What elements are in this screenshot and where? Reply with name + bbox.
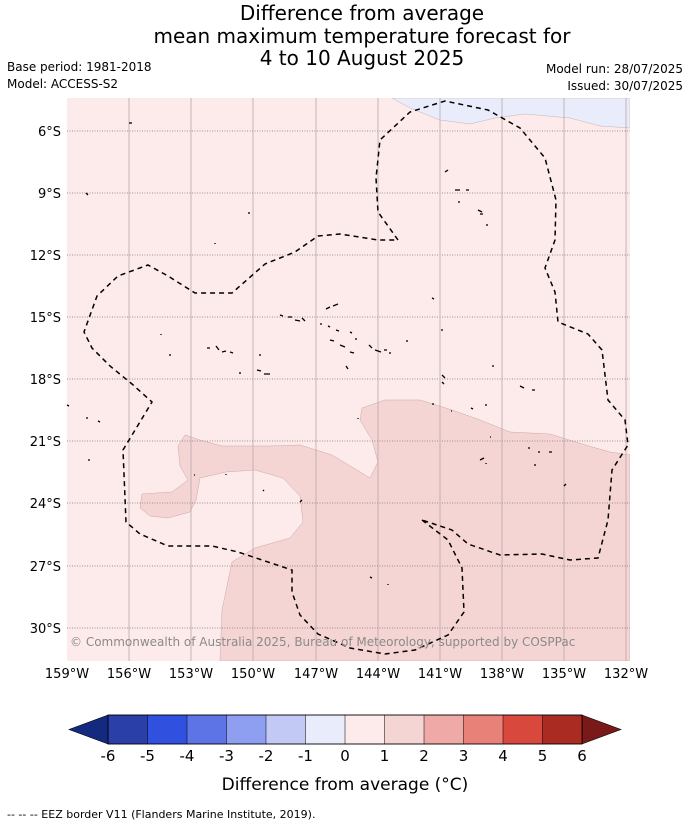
colorbar-swatch — [305, 714, 346, 745]
meta-left: Base period: 1981-2018 Model: ACCESS-S2 — [7, 59, 152, 93]
colorbar-tick-label: 1 — [380, 747, 390, 765]
colorbar-tick-label: -4 — [180, 747, 195, 765]
colorbar-title: Difference from average (°C) — [222, 775, 469, 795]
colorbar-swatch — [265, 714, 307, 745]
latitude-axis: 6°S 9°S 12°S 15°S 18°S 21°S 24°S 27°S 30… — [30, 125, 61, 637]
model-run: Model run: 28/07/2025 — [545, 62, 683, 76]
colorbar-under-arrow — [68, 714, 109, 745]
colorbar-tick-label: -6 — [101, 747, 116, 765]
lat-label: 21°S — [30, 435, 61, 450]
lon-label: 135°W — [542, 667, 586, 682]
lat-label: 9°S — [38, 187, 61, 202]
lon-label: 147°W — [294, 667, 338, 682]
meta-right: Model run: 28/07/2025 Issued: 30/07/2025 — [546, 61, 683, 95]
map-title: Difference from average mean maximum tem… — [0, 2, 690, 70]
colorbar-swatch — [107, 714, 149, 745]
colorbar-tick-label: 5 — [538, 747, 548, 765]
colorbar-swatch — [186, 714, 228, 745]
colorbar-tick-label: 4 — [498, 747, 508, 765]
colorbar-tick-label: 0 — [340, 747, 350, 765]
colorbar: -6 -5 -4 -3 -2 -1 0 1 2 3 4 5 6 Difference from aver… — [68, 714, 622, 795]
title-line-1: Difference from average — [239, 1, 485, 25]
lon-label: 138°W — [480, 667, 524, 682]
anomaly-minus1-to-0-region — [391, 98, 630, 129]
eez-footnote: -- -- -- EEZ border V11 (Flanders Marine… — [7, 808, 316, 821]
colorbar-swatch — [147, 714, 188, 745]
colorbar-tick-label: 2 — [419, 747, 429, 765]
colorbar-tick-label: -3 — [219, 747, 234, 765]
lat-label: 27°S — [30, 560, 61, 575]
copyright-notice: © Commonwealth of Australia 2025, Bureau… — [70, 635, 575, 649]
lon-label: 159°W — [45, 667, 89, 682]
lat-label: 18°S — [30, 373, 61, 388]
colorbar-swatch — [502, 714, 544, 745]
colorbar-tick-label: 6 — [577, 747, 587, 765]
lon-label: 144°W — [356, 667, 400, 682]
colorbar-outline — [107, 714, 583, 745]
lat-label: 12°S — [30, 249, 61, 264]
lat-label: 30°S — [30, 622, 61, 637]
lat-label: 6°S — [38, 125, 61, 140]
lat-label: 24°S — [30, 497, 61, 512]
lon-label: 141°W — [418, 667, 462, 682]
lon-label: 132°W — [604, 667, 648, 682]
issued-date: Issued: 30/07/2025 — [567, 79, 683, 93]
title-line-3: 4 to 10 August 2025 — [259, 46, 465, 70]
base-period: Base period: 1981-2018 — [7, 60, 152, 74]
island-markers — [66, 122, 567, 585]
lon-label: 153°W — [169, 667, 213, 682]
colorbar-swatch — [463, 714, 504, 745]
lon-gridlines — [128, 98, 627, 661]
lon-label: 156°W — [107, 667, 151, 682]
lon-label: 150°W — [231, 667, 275, 682]
colorbar-swatch — [344, 714, 386, 745]
eez-border-line — [83, 100, 629, 655]
colorbar-tick-label: 3 — [459, 747, 469, 765]
colorbar-swatch — [542, 714, 583, 745]
lat-label: 15°S — [30, 311, 61, 326]
longitude-axis: 159°W 156°W 153°W 150°W 147°W 144°W 141°… — [45, 667, 648, 682]
colorbar-swatch — [384, 714, 425, 745]
model-name: Model: ACCESS-S2 — [7, 77, 119, 91]
colorbar-tick-label: -2 — [259, 747, 274, 765]
anomaly-1-to-2-region — [139, 399, 630, 661]
colorbar-tick-label: -1 — [298, 747, 313, 765]
title-line-2: mean maximum temperature forecast for — [153, 23, 571, 48]
colorbar-swatch — [423, 714, 465, 745]
colorbar-swatch — [226, 714, 267, 745]
colorbar-tick-label: -5 — [140, 747, 155, 765]
colorbar-over-arrow — [581, 714, 622, 745]
forecast-map: © Commonwealth of Australia 2025, Bureau… — [30, 98, 648, 795]
